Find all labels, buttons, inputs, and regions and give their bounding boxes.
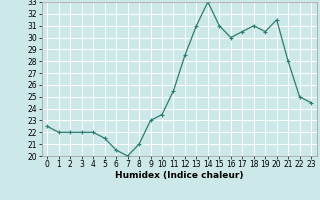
- X-axis label: Humidex (Indice chaleur): Humidex (Indice chaleur): [115, 171, 244, 180]
